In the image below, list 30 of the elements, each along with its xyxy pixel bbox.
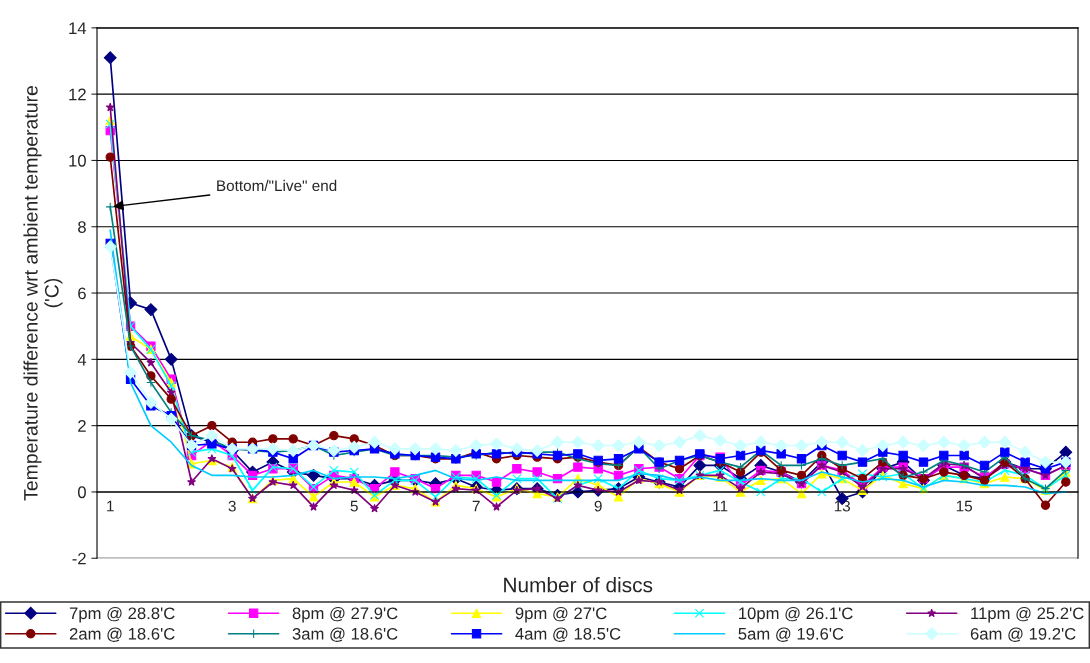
legend-label: 9pm @ 27'C bbox=[515, 606, 607, 623]
x-tick-label: 5 bbox=[350, 500, 358, 512]
x-tick-label: 1 bbox=[107, 500, 114, 512]
x-tick-label: 13 bbox=[834, 500, 850, 512]
y-tick-label: -2 bbox=[72, 552, 86, 565]
legend-label: 6am @ 19.2'C bbox=[970, 627, 1076, 642]
legend-label: 4am @ 18.5'C bbox=[515, 627, 621, 642]
legend-label: 11pm @ 25.2'C bbox=[971, 606, 1084, 623]
y-tick-label: 2 bbox=[78, 420, 86, 432]
x-axis-title: Number of discs bbox=[504, 577, 653, 593]
x-tick-label: 15 bbox=[956, 500, 973, 512]
y-tick-label: 0 bbox=[77, 486, 86, 499]
x-tick-label: 9 bbox=[594, 500, 602, 512]
x-tick-label: 7 bbox=[472, 500, 480, 512]
legend-label: 10pm @ 26.1'C bbox=[739, 606, 853, 623]
legend-label: 7pm @ 28.8'C bbox=[69, 606, 175, 623]
x-tick-label: 3 bbox=[228, 500, 236, 512]
y-tick-label: 14 bbox=[69, 22, 87, 34]
y-tick-label: 8 bbox=[78, 221, 86, 233]
legend-label: 2am @ 18.6'C bbox=[69, 627, 175, 642]
y-tick-label: 4 bbox=[77, 353, 87, 366]
annotation: Bottom/"Live" end bbox=[217, 179, 337, 192]
legend-label: 8pm @ 27.9'C bbox=[292, 606, 398, 623]
x-tick-label: 11 bbox=[713, 500, 728, 512]
y-tick-label: 6 bbox=[78, 287, 86, 300]
legend-label: 5am @ 19.6'C bbox=[738, 627, 844, 642]
y-axis-title: Temperature difference wrt ambient temperature ('C) bbox=[23, 86, 63, 501]
y-tick-label: 12 bbox=[69, 88, 86, 101]
legend-label: 3am @ 18.6'C bbox=[292, 627, 398, 642]
y-tick-label: 10 bbox=[69, 154, 86, 167]
